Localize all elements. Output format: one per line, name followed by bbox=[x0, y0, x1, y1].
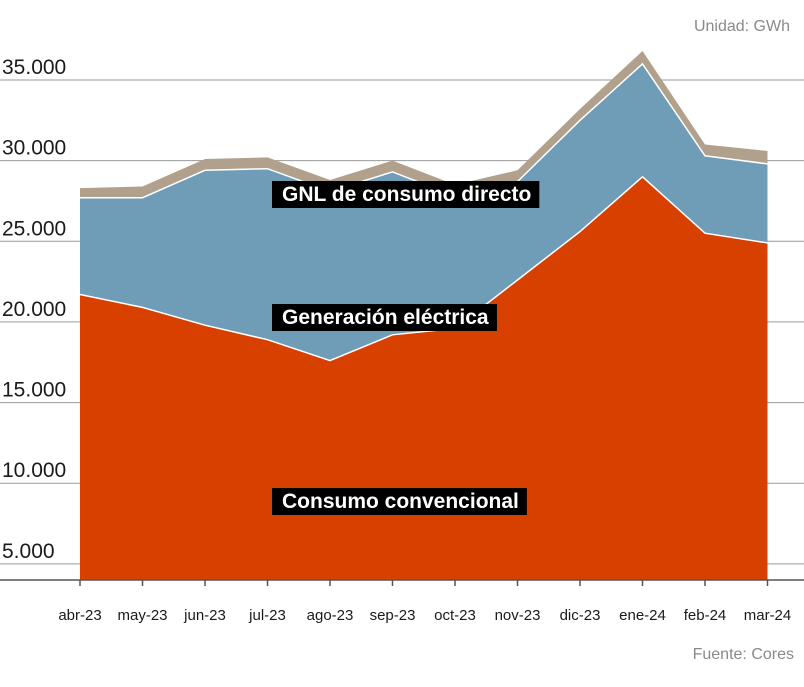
y-tick-label: 35.000 bbox=[2, 56, 66, 79]
x-tick-label: abr-23 bbox=[58, 607, 101, 624]
unit-label: Unidad: GWh bbox=[693, 18, 790, 35]
series-label-box bbox=[272, 304, 497, 331]
x-tick-label: ago-23 bbox=[307, 607, 354, 624]
series-label-box bbox=[272, 488, 527, 515]
series-label-box bbox=[272, 181, 540, 208]
x-tick-label: feb-24 bbox=[684, 607, 727, 624]
series-label-gnl-de-consumo-directo: GNL de consumo directo bbox=[272, 181, 540, 208]
x-tick-label: jun-23 bbox=[183, 607, 226, 624]
x-axis-labels: abr-23 may-23 jun-23 jul-23 ago-23 sep-23 oct-… bbox=[58, 580, 791, 624]
x-tick-label: sep-23 bbox=[370, 607, 416, 624]
x-tick-label: jul-23 bbox=[248, 607, 286, 624]
x-tick-label: oct-23 bbox=[434, 607, 476, 624]
y-tick-label: 30.000 bbox=[2, 137, 66, 160]
y-tick-label: 15.000 bbox=[2, 379, 66, 402]
boundary-line bbox=[79, 175, 768, 362]
x-tick-label: mar-24 bbox=[744, 607, 792, 624]
x-tick-label: ene-24 bbox=[619, 607, 666, 624]
series-labels: Consumo convencional Generación eléctrica… bbox=[272, 181, 540, 515]
y-tick-label: 5.000 bbox=[2, 540, 55, 563]
series-label-generacion-electrica: Generación eléctrica bbox=[272, 304, 497, 331]
y-tick-label: 20.000 bbox=[2, 298, 66, 321]
y-tick-label: 10.000 bbox=[2, 459, 66, 482]
x-tick-label: dic-23 bbox=[560, 607, 601, 624]
areas bbox=[79, 51, 768, 581]
source-label: Fuente: Cores bbox=[692, 646, 794, 663]
x-tick-label: may-23 bbox=[117, 607, 167, 624]
series-label-text: Consumo convencional bbox=[282, 490, 519, 513]
series-label-consumo-convencional: Consumo convencional bbox=[272, 488, 527, 515]
y-axis-labels: 5.000 10.000 15.000 20.000 25.000 30.000 35.00… bbox=[2, 56, 66, 563]
series-label-text: Generación eléctrica bbox=[282, 306, 489, 329]
area-gnl-de-consumo-directo bbox=[80, 51, 768, 198]
area-generacion-electrica bbox=[80, 63, 768, 361]
x-tick-label: nov-23 bbox=[495, 607, 541, 624]
area-consumo-convencional bbox=[80, 176, 768, 581]
series-label-text: GNL de consumo directo bbox=[282, 183, 531, 206]
y-tick-label: 25.000 bbox=[2, 217, 66, 240]
